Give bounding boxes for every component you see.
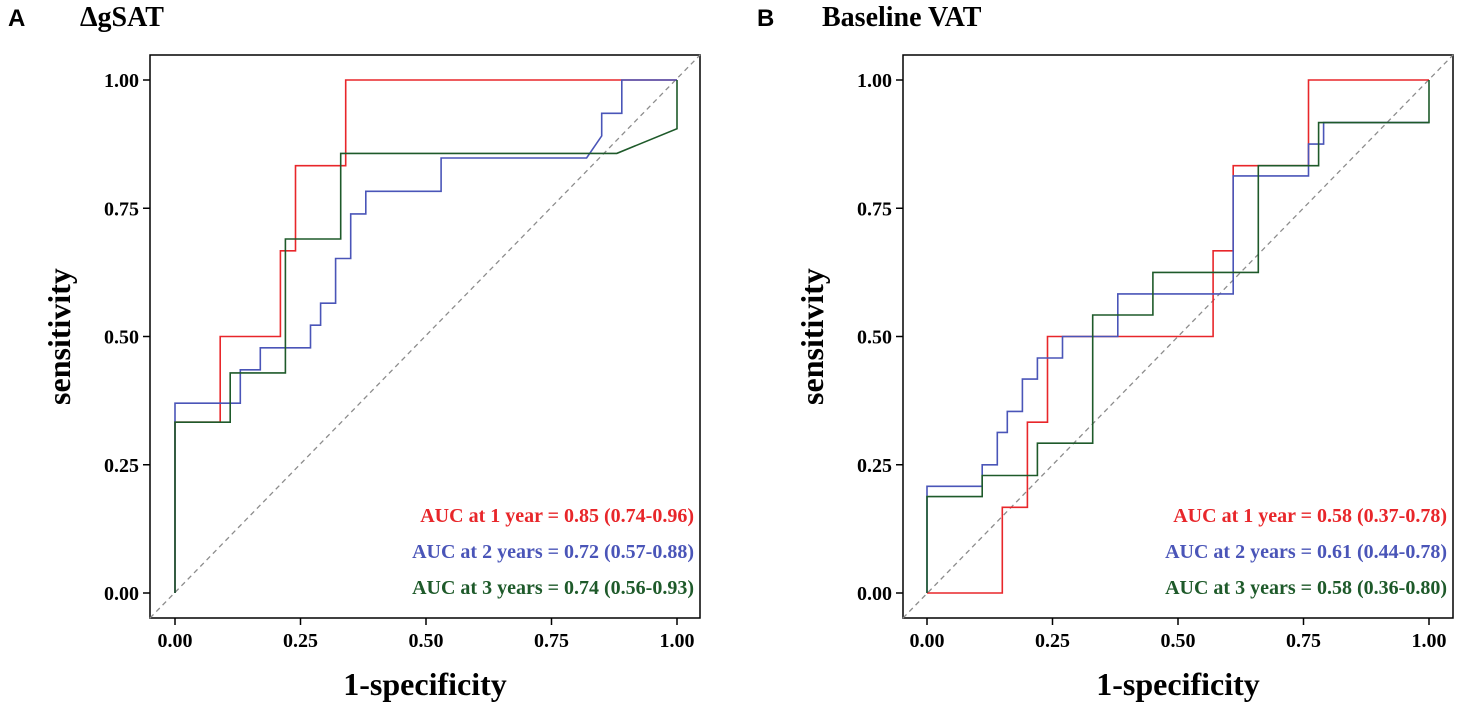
- panel-a-y-tick-label: 0.50: [104, 327, 139, 349]
- panel-a-y-tick-label: 0.25: [104, 455, 139, 477]
- panel-a-x-tick-label: 0.75: [534, 630, 569, 652]
- panel-b-y-axis-label: sensitivity: [794, 268, 830, 405]
- panel-a-letter: A: [8, 5, 25, 32]
- panel-a-auc-label-year1: AUC at 1 year = 0.85 (0.74-0.96): [420, 505, 694, 527]
- panel-b-x-tick-label: 1.00: [1412, 630, 1447, 652]
- panel-a-chart: A ΔgSAT 0.00 0.25 0.50 0.75 1.00 0.00 0.25 0.50 0.…: [8, 2, 701, 702]
- panel-a-y-tick-label: 1.00: [104, 70, 139, 92]
- panel-b-x-tick-label: 0.75: [1286, 630, 1321, 652]
- panel-a-x-tick-label: 0.50: [409, 630, 444, 652]
- panel-b-y-tick-label: 1.00: [857, 70, 892, 92]
- panel-b-auc-label-year1: AUC at 1 year = 0.58 (0.37-0.78): [1173, 505, 1447, 527]
- panel-a-x-tick-label: 1.00: [660, 630, 695, 652]
- panel-b-auc-label-year3: AUC at 3 years = 0.58 (0.36-0.80): [1165, 577, 1447, 599]
- panel-b-x-tick-label: 0.00: [910, 630, 945, 652]
- panel-b-x-tick-label: 0.25: [1035, 630, 1070, 652]
- panel-b-auc-label-year2: AUC at 2 years = 0.61 (0.44-0.78): [1165, 541, 1447, 563]
- panel-a-auc-label-year3: AUC at 3 years = 0.74 (0.56-0.93): [412, 577, 694, 599]
- panel-b-x-tick-label: 0.50: [1161, 630, 1196, 652]
- panel-a-auc-label-year2: AUC at 2 years = 0.72 (0.57-0.88): [412, 541, 694, 563]
- panel-b-y-tick-label: 0.50: [857, 327, 892, 349]
- panel-b-roc-line-year3: [926, 80, 1430, 593]
- panel-b-chart: B Baseline VAT 0.00 0.25 0.50 0.75 1.00 0.00 0.2…: [757, 2, 1454, 702]
- panel-a-x-tick-label: 0.00: [158, 630, 193, 652]
- panel-a-roc-line-year3: [174, 80, 678, 593]
- panel-a-x-tick-label: 0.25: [283, 630, 318, 652]
- panel-a-y-tick-label: 0.75: [104, 198, 139, 220]
- panel-b-y-tick-label: 0.25: [857, 455, 892, 477]
- panel-b-y-tick-label: 0.75: [857, 198, 892, 220]
- panel-a-y-axis-label: sensitivity: [41, 268, 77, 405]
- panel-b-y-tick-label: 0.00: [857, 583, 892, 605]
- panel-b-x-axis-label: 1-specificity: [1096, 666, 1260, 702]
- panel-b-letter: B: [757, 5, 774, 32]
- panel-a-title: ΔgSAT: [80, 2, 164, 33]
- panel-b-title: Baseline VAT: [822, 2, 982, 33]
- panel-a-y-tick-label: 0.00: [104, 583, 139, 605]
- panel-a-x-axis-label: 1-specificity: [343, 666, 507, 702]
- panel-a-roc-line-year2: [174, 79, 677, 593]
